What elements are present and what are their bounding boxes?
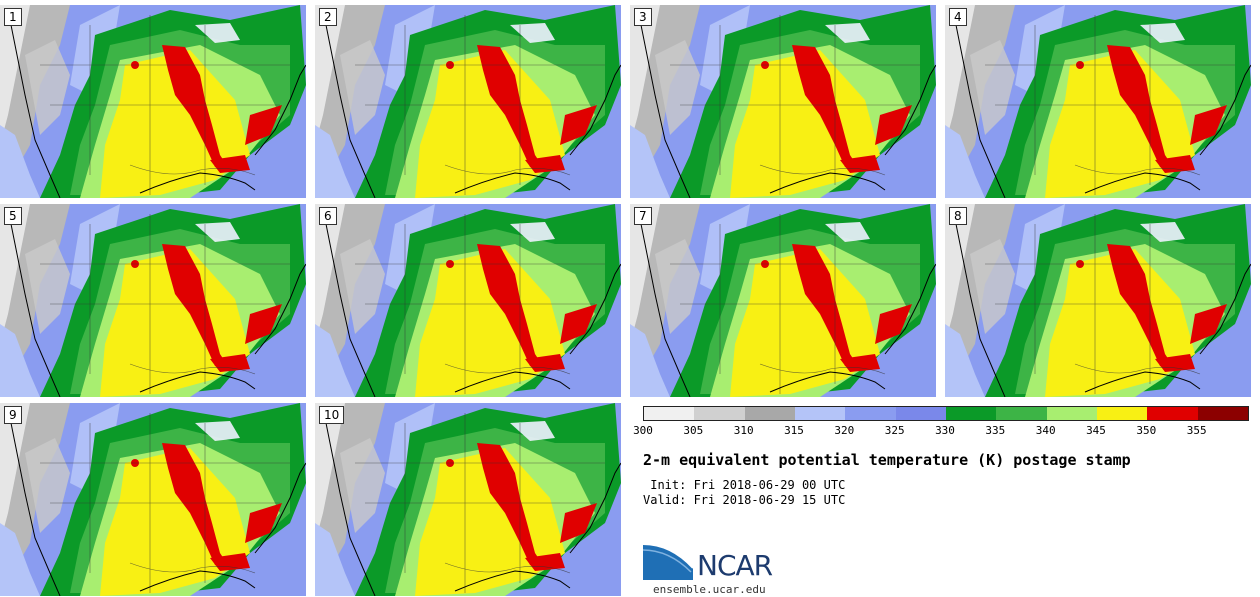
postage-stamp-map-6: 6 — [315, 204, 621, 397]
colorbar-tick-label: 340 — [1035, 424, 1056, 437]
conus-theta-e-map — [945, 5, 1251, 198]
figure-title: 2-m equivalent potential temperature (K)… — [643, 451, 1131, 469]
member-number-label: 7 — [634, 207, 652, 225]
ncar-logo-text: NCAR — [697, 549, 773, 582]
init-time: Init: Fri 2018-06-29 00 UTC — [643, 478, 846, 492]
colorbar-segment — [794, 407, 846, 420]
colorbar-tick-label: 325 — [884, 424, 905, 437]
postage-stamp-map-7: 7 — [630, 204, 936, 397]
colorbar-segment — [945, 407, 997, 420]
colorbar-tick-label: 355 — [1186, 424, 1207, 437]
member-number-label: 8 — [949, 207, 967, 225]
member-number-label: 3 — [634, 8, 652, 26]
ncar-logo-icon — [643, 540, 694, 580]
colorbar-segment — [1197, 407, 1248, 420]
colorbar-tick-label: 345 — [1086, 424, 1106, 437]
postage-stamp-map-9: 9 — [0, 403, 306, 596]
colorbar-tick-label: 300 — [633, 424, 653, 437]
postage-stamp-map-5: 5 — [0, 204, 306, 397]
member-number-label: 6 — [319, 207, 337, 225]
conus-theta-e-map — [630, 204, 936, 397]
colorbar-segment — [694, 407, 745, 420]
colorbar-segment — [895, 407, 946, 420]
member-number-label: 4 — [949, 8, 967, 26]
postage-stamp-map-1: 1 — [0, 5, 306, 198]
colorbar-tick-label: 305 — [683, 424, 704, 437]
colorbar-segment — [744, 407, 795, 420]
postage-stamp-map-3: 3 — [630, 5, 936, 198]
colorbar-segment — [1096, 407, 1148, 420]
postage-stamp-map-4: 4 — [945, 5, 1251, 198]
site-url: ensemble.ucar.edu — [653, 583, 766, 596]
colorbar-segment — [1147, 407, 1198, 420]
colorbar-segment — [1046, 407, 1097, 420]
member-number-label: 10 — [319, 406, 345, 424]
conus-theta-e-map — [0, 5, 306, 198]
colorbar-tick-label: 335 — [985, 424, 1006, 437]
member-number-label: 5 — [4, 207, 22, 225]
postage-stamp-map-8: 8 — [945, 204, 1251, 397]
postage-stamp-map-10: 10 — [315, 403, 621, 596]
colorbar — [643, 406, 1249, 421]
member-number-label: 2 — [319, 8, 337, 26]
colorbar-segment — [845, 407, 896, 420]
colorbar-tick-label: 330 — [935, 424, 955, 437]
member-number-label: 9 — [4, 406, 22, 424]
conus-theta-e-map — [315, 204, 621, 397]
conus-theta-e-map — [0, 403, 306, 596]
conus-theta-e-map — [315, 403, 621, 596]
colorbar-segment — [996, 407, 1047, 420]
colorbar-tick-label: 315 — [784, 424, 804, 437]
conus-theta-e-map — [315, 5, 621, 198]
postage-stamp-map-2: 2 — [315, 5, 621, 198]
valid-time: Valid: Fri 2018-06-29 15 UTC — [643, 493, 846, 507]
conus-theta-e-map — [945, 204, 1251, 397]
colorbar-tick-label: 350 — [1136, 424, 1157, 437]
colorbar-tick-label: 320 — [834, 424, 855, 437]
conus-theta-e-map — [630, 5, 936, 198]
colorbar-tick-label: 310 — [733, 424, 754, 437]
colorbar-segment — [644, 407, 695, 420]
conus-theta-e-map — [0, 204, 306, 397]
member-number-label: 1 — [4, 8, 22, 26]
